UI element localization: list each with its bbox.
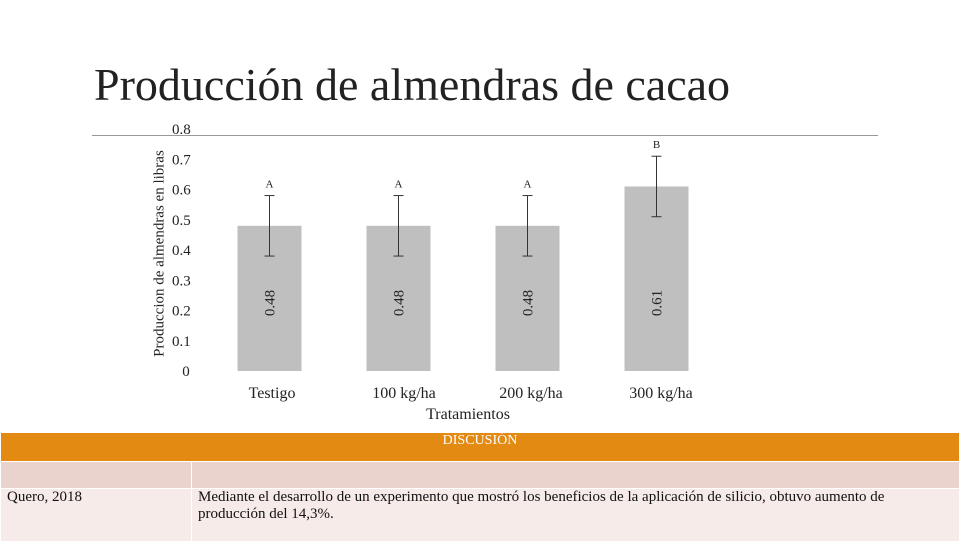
significance-letter: A	[266, 179, 274, 191]
y-tick-label: 0.4	[172, 243, 191, 259]
data-label: 0.48	[263, 290, 279, 316]
y-axis-label: Produccion de almendras en libras	[151, 150, 168, 357]
y-tick-label: 0.1	[172, 334, 191, 350]
y-tick-label: 0.2	[172, 304, 191, 320]
y-tick-label: 0.5	[172, 213, 191, 229]
data-label: 0.48	[392, 290, 408, 316]
significance-letter: A	[524, 179, 532, 191]
significance-letter: A	[395, 179, 403, 191]
y-tick-label: 0.8	[172, 122, 191, 138]
significance-letter: B	[653, 139, 660, 151]
blank-cell	[0, 461, 192, 489]
discussion-header: DISCUSIÓN	[0, 432, 960, 462]
data-label: 0.48	[521, 290, 537, 316]
bar-chart: 0 0.1 0.2 0.3 0.4 0.5 0.6 0.7 0.8 A 0.48 A 0.48 A 0.48…	[172, 122, 693, 423]
x-tick-label: 100 kg/ha	[372, 385, 436, 402]
y-tick-label: 0.6	[172, 183, 191, 199]
slide-title: Producción de almendras de cacao	[94, 59, 731, 110]
x-tick-label: 300 kg/ha	[629, 385, 693, 402]
x-axis-label: Tratamientos	[426, 406, 510, 423]
discussion-text-cell: Mediante el desarrollo de un experimento…	[191, 488, 960, 542]
x-tick-label: 200 kg/ha	[499, 385, 563, 402]
title-divider	[92, 135, 878, 136]
x-tick-label: Testigo	[249, 385, 296, 402]
discussion-table: DISCUSIÓN Quero, 2018 Mediante el desarr…	[0, 432, 960, 542]
table-row: Quero, 2018 Mediante el desarrollo de un…	[0, 488, 960, 542]
y-tick-label: 0.3	[172, 273, 191, 289]
bar	[624, 186, 689, 371]
reference-cell: Quero, 2018	[0, 488, 192, 542]
y-tick-label: 0	[182, 364, 190, 380]
data-label: 0.61	[650, 290, 666, 316]
y-tick-label: 0.7	[172, 152, 191, 168]
blank-cell	[191, 461, 960, 489]
